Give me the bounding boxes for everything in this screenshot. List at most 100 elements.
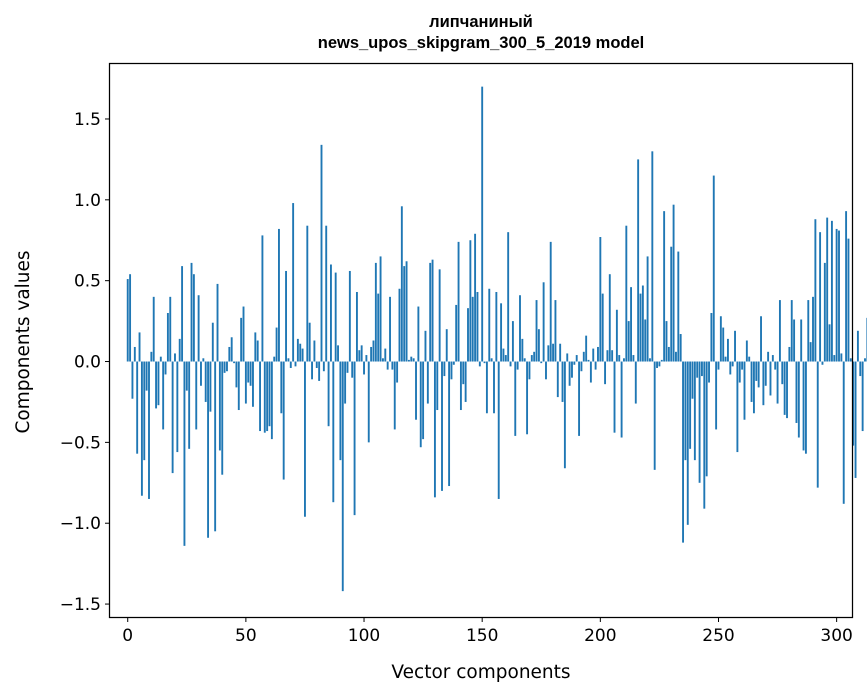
bar-171 [530, 355, 533, 362]
bar-254 [726, 338, 729, 362]
bar-38 [216, 283, 219, 362]
bar-169 [526, 361, 529, 435]
bar-272 [769, 361, 772, 396]
bar-56 [259, 361, 261, 432]
y-tick-label-3: 0.0 [74, 353, 101, 373]
bar-293 [819, 232, 822, 362]
bar-305 [847, 238, 850, 362]
bar-84 [325, 225, 328, 362]
bar-40 [221, 361, 224, 475]
bar-135 [445, 329, 448, 362]
bar-24 [183, 361, 186, 546]
bar-234 [679, 334, 682, 362]
bar-276 [778, 300, 781, 362]
bar-155 [493, 361, 495, 414]
bar-61 [270, 361, 273, 440]
bar-190 [575, 355, 578, 362]
bar-179 [549, 241, 552, 362]
bar-223 [653, 361, 656, 470]
bar-133 [441, 361, 443, 491]
bar-70 [292, 203, 295, 362]
bar-186 [566, 353, 569, 362]
bar-221 [649, 358, 651, 362]
chart-title-word: липчаниный [429, 13, 533, 31]
bar-119 [407, 359, 410, 362]
bar-245 [705, 361, 708, 477]
bar-23 [181, 266, 184, 362]
x-axis-label: Vector components [391, 662, 570, 683]
bar-253 [724, 356, 727, 362]
bar-131 [436, 361, 439, 411]
bar-250 [717, 361, 720, 370]
bar-158 [500, 303, 503, 362]
bar-227 [663, 211, 666, 362]
bar-2 [131, 361, 134, 399]
bar-99 [360, 345, 363, 362]
bar-138 [452, 361, 455, 365]
bar-238 [689, 361, 692, 449]
x-axis: 0 50 100 150 200 250 300 [122, 617, 853, 646]
bar-54 [254, 332, 257, 362]
chart-title: липчаниный news_upos_skipgram_300_5_2019… [109, 12, 853, 54]
bar-101 [365, 355, 368, 362]
bar-137 [450, 361, 453, 380]
bar-72 [296, 338, 299, 362]
bar-142 [462, 361, 465, 385]
bar-161 [507, 232, 510, 362]
bar-18 [169, 296, 172, 362]
bar-58 [263, 361, 266, 433]
bar-116 [400, 206, 403, 362]
bar-120 [410, 356, 413, 362]
bar-240 [693, 361, 696, 461]
bar-230 [670, 246, 673, 362]
bar-29 [195, 361, 198, 430]
bar-188 [571, 361, 573, 378]
bar-162 [509, 361, 512, 367]
bar-273 [771, 355, 774, 362]
bar-197 [592, 348, 595, 362]
bar-292 [816, 361, 819, 488]
bar-198 [594, 361, 597, 370]
bar-115 [398, 288, 401, 362]
bar-39 [218, 361, 221, 451]
bar-75 [304, 361, 306, 517]
bar-177 [545, 361, 547, 380]
bar-6 [140, 361, 143, 496]
bar-233 [677, 251, 680, 362]
bar-307 [852, 361, 855, 446]
bar-302 [840, 353, 843, 362]
bar-243 [701, 361, 703, 377]
bar-49 [242, 306, 245, 362]
bar-174 [537, 329, 540, 362]
bar-88 [334, 272, 337, 362]
bar-117 [403, 266, 406, 362]
bar-187 [568, 361, 571, 386]
bar-69 [289, 361, 292, 368]
x-tick-label-6: 300 [820, 626, 852, 646]
bar-150 [481, 86, 484, 362]
bar-27 [190, 262, 193, 362]
bar-37 [214, 361, 217, 532]
bar-10 [150, 351, 153, 362]
bar-134 [443, 361, 446, 377]
bar-263 [748, 356, 751, 362]
bar-247 [710, 313, 713, 362]
bar-71 [294, 361, 297, 367]
bar-306 [849, 358, 852, 362]
bar-303 [842, 361, 845, 504]
bar-309 [856, 330, 859, 362]
bar-33 [204, 361, 207, 402]
chart-title-model: news_upos_skipgram_300_5_2019 model [317, 34, 645, 52]
bar-63 [275, 327, 278, 362]
bar-289 [809, 342, 812, 362]
bar-110 [386, 361, 389, 370]
bar-22 [178, 338, 181, 362]
bar-20 [174, 353, 176, 362]
bar-295 [823, 262, 826, 362]
bar-192 [580, 361, 583, 372]
bar-34 [207, 361, 210, 538]
bar-207 [615, 309, 618, 362]
bar-62 [273, 356, 276, 362]
bar-109 [384, 348, 387, 362]
x-tick-label-5: 250 [702, 626, 734, 646]
